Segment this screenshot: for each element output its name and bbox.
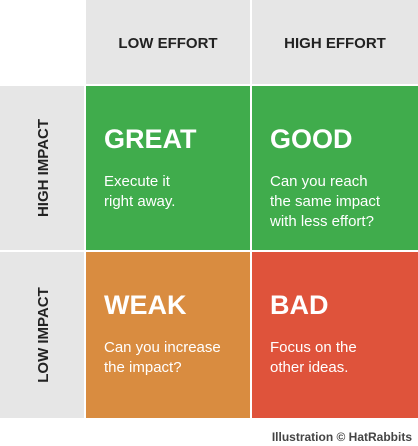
- column-header-cell: [86, 0, 250, 84]
- quadrant: [252, 86, 418, 250]
- column-header: LOW EFFORT: [118, 35, 217, 52]
- quadrant-text: Can you reach: [270, 173, 368, 190]
- row-header-cell: [0, 86, 84, 250]
- quadrant-title: GREAT: [104, 124, 197, 154]
- quadrant-text: Can you increase: [104, 339, 221, 356]
- quadrant-text: Execute it: [104, 173, 171, 190]
- quadrant-text: the same impact: [270, 193, 381, 210]
- quadrant-text: Focus on the: [270, 339, 357, 356]
- row-header: LOW IMPACT: [35, 287, 52, 383]
- row-header-cell: [0, 252, 84, 418]
- column-header-cell: [252, 0, 418, 84]
- quadrant-text: right away.: [104, 193, 175, 210]
- quadrant-text: the impact?: [104, 359, 182, 376]
- quadrant: [86, 252, 250, 418]
- caption: Illustration © HatRabbits: [272, 430, 413, 444]
- column-header: HIGH EFFORT: [284, 35, 386, 52]
- quadrant-text: with less effort?: [269, 213, 374, 230]
- quadrant-title: WEAK: [104, 290, 187, 320]
- quadrant-title: BAD: [270, 290, 329, 320]
- quadrant: [86, 86, 250, 250]
- row-header: HIGH IMPACT: [35, 119, 52, 217]
- quadrant-title: GOOD: [270, 124, 353, 154]
- quadrant: [252, 252, 418, 418]
- quadrant-text: other ideas.: [270, 359, 348, 376]
